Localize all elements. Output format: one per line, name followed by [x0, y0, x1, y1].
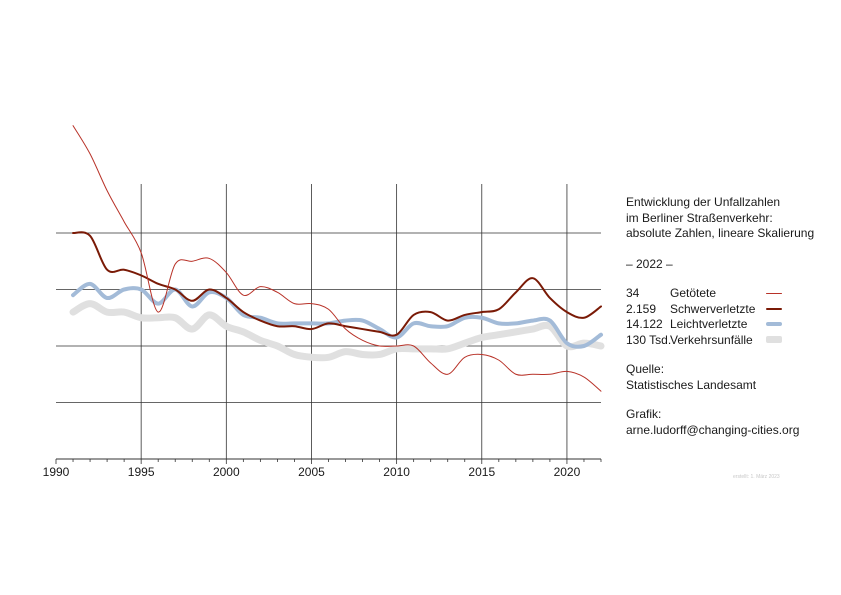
legend-label: Leichtverletzte [670, 317, 748, 331]
series-line-verkehrsunf-lle [69, 300, 605, 362]
legend-label: Schwerverletzte [670, 301, 756, 316]
legend-swatch [766, 322, 782, 326]
created-note: erstellt: 1. März 2023 [733, 474, 780, 480]
x-tick-label: 2000 [213, 465, 240, 479]
x-tick-label: 1990 [43, 465, 70, 479]
legend: 34 Getötete 2.159 Schwerverletzte 14.122… [626, 286, 836, 348]
legend-swatch [766, 336, 782, 343]
chart-title: Entwicklung der Unfallzahlen im Berliner… [626, 195, 836, 242]
legend-item-leichtverletzte: 14.122 Leichtverletzte [626, 317, 836, 333]
year-label: – 2022 – [626, 256, 673, 271]
series-line-get-tete [72, 125, 602, 392]
credit-note: Grafik: arne.ludorff@changing-cities.org [626, 407, 836, 438]
credit-label: Grafik: [626, 407, 662, 421]
x-tick-label: 2015 [468, 465, 495, 479]
title-line: absolute Zahlen, lineare Skalierung [626, 226, 815, 240]
legend-label: Verkehrsunfälle [670, 332, 753, 347]
series-line-leichtverletzte [71, 281, 603, 349]
x-tick-label: 2010 [383, 465, 410, 479]
series-layer [69, 125, 605, 392]
legend-label: Getötete [670, 286, 717, 300]
source-label: Quelle: [626, 362, 665, 376]
legend-value: 34 [626, 286, 640, 300]
title-line: Entwicklung der Unfallzahlen [626, 195, 781, 209]
legend-value: 130 Tsd. [626, 332, 672, 347]
title-line: im Berliner Straßenverkehr: [626, 210, 773, 225]
legend-value: 2.159 [626, 301, 657, 316]
legend-value: 14.122 [626, 317, 663, 331]
legend-swatch [766, 307, 782, 310]
series-line-schwerverletzte [72, 231, 602, 337]
x-tick-label: 1995 [128, 465, 155, 479]
x-tick-label: 2005 [298, 465, 325, 479]
x-tick-label: 2020 [554, 465, 581, 479]
legend-item-schwerverletzte: 2.159 Schwerverletzte [626, 302, 836, 318]
x-axis: 1990 1995 2000 2005 2010 2015 2020 [43, 458, 602, 479]
legend-item-getoetete: 34 Getötete [626, 286, 836, 302]
credit-email: arne.ludorff@changing-cities.org [626, 422, 800, 437]
chart-grid [56, 184, 601, 459]
info-panel: Entwicklung der Unfallzahlen im Berliner… [626, 195, 836, 438]
source-note: Quelle: Statistisches Landesamt [626, 362, 836, 393]
source-value: Statistisches Landesamt [626, 377, 757, 392]
legend-swatch [766, 292, 782, 294]
legend-item-verkehrsunfaelle: 130 Tsd. Verkehrsunfälle [626, 333, 836, 349]
